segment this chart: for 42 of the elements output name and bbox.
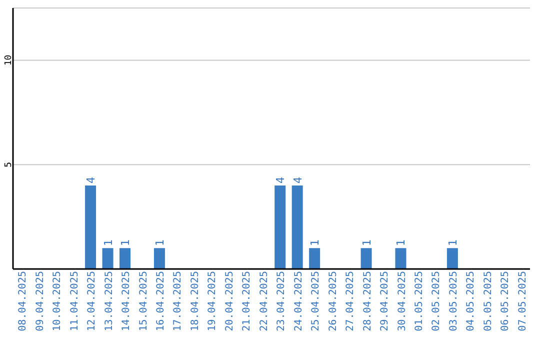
x-tick-label: 05.05.2025 [482, 271, 494, 332]
x-tick-label: 22.04.2025 [258, 271, 270, 332]
data-label: 1 [360, 239, 374, 246]
x-tick-label: 19.04.2025 [207, 271, 218, 332]
x-tick-label: 11.04.2025 [69, 271, 80, 332]
x-tick-label: 26.04.2025 [328, 271, 339, 332]
x-tick-label: 07.05.2025 [517, 271, 528, 332]
x-tick-label: 14.04.2025 [121, 271, 132, 332]
x-tick-label: 10.04.2025 [52, 271, 64, 332]
y-tick-label: 10 [4, 54, 14, 66]
x-tick-label: 17.04.2025 [172, 271, 184, 332]
x-tick-label: 08.04.2025 [18, 271, 29, 332]
data-label: 4 [274, 176, 288, 184]
x-tick-label: 28.04.2025 [362, 271, 374, 332]
x-tick-label: 24.04.2025 [293, 271, 304, 332]
x-tick-label: 23.04.2025 [276, 271, 288, 332]
x-tick-label: 16.04.2025 [155, 271, 166, 332]
data-label: 4 [84, 176, 98, 184]
x-tick-label: 29.04.2025 [380, 271, 391, 332]
x-tick-label: 12.04.2025 [86, 271, 98, 332]
data-label: 1 [394, 239, 408, 246]
data-label: 1 [119, 239, 132, 246]
x-tick-label: 18.04.2025 [190, 271, 201, 332]
x-tick-label: 21.04.2025 [242, 271, 253, 332]
data-label: 1 [153, 239, 166, 246]
x-tick-label: 15.04.2025 [138, 271, 150, 332]
data-label: 1 [102, 239, 115, 246]
data-label: 4 [291, 176, 304, 184]
x-tick-label: 25.04.2025 [310, 271, 322, 332]
x-tick-label: 03.05.2025 [448, 271, 460, 332]
x-tick-label: 02.05.2025 [431, 271, 442, 332]
x-tick-label: 04.05.2025 [466, 271, 477, 332]
x-tick-label: 01.05.2025 [414, 271, 425, 332]
x-tick-label: 09.04.2025 [34, 271, 46, 332]
data-label: 1 [308, 239, 322, 246]
x-tick-label: 27.04.2025 [345, 271, 356, 332]
y-tick-label: 5 [4, 162, 14, 168]
data-label: 1 [446, 239, 460, 246]
x-tick-label: 06.05.2025 [500, 271, 512, 332]
x-tick-label: 13.04.2025 [104, 271, 115, 332]
x-tick-label: 20.04.2025 [224, 271, 236, 332]
x-tick-label: 30.04.2025 [396, 271, 408, 332]
